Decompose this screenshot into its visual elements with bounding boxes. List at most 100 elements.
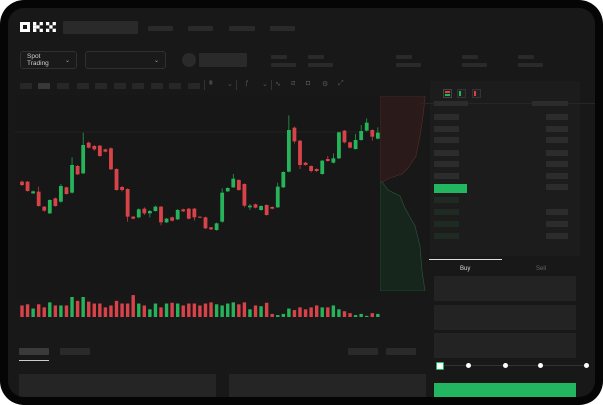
- candle-body: [181, 209, 186, 212]
- camera-icon[interactable]: ◘: [306, 80, 311, 87]
- interval-button[interactable]: [132, 83, 144, 89]
- nav-item[interactable]: [188, 26, 213, 31]
- ask-row-amount: [546, 150, 568, 156]
- nav-item[interactable]: [229, 26, 255, 31]
- candle-body: [103, 149, 108, 152]
- candle-body: [253, 204, 258, 208]
- volume-bar: [170, 302, 174, 317]
- volume-bar: [20, 305, 24, 317]
- ask-row-amount: [546, 173, 568, 179]
- candle-body: [314, 169, 319, 171]
- interval-button[interactable]: [77, 83, 89, 89]
- candle-body: [64, 187, 69, 194]
- orderbook-both-icon[interactable]: [443, 89, 452, 98]
- amount-slider[interactable]: [439, 365, 589, 366]
- buy-button[interactable]: [434, 383, 576, 397]
- interval-button[interactable]: [188, 83, 200, 89]
- indicator-icon[interactable]: ƒ: [245, 80, 249, 87]
- candles-icon[interactable]: ⩩: [209, 80, 213, 87]
- candle-body: [209, 227, 213, 230]
- candle-body: [248, 205, 252, 208]
- volume-bar: [103, 307, 108, 317]
- bid-row-amount: [546, 233, 568, 239]
- search-bar[interactable]: [63, 21, 138, 34]
- interval-button[interactable]: [95, 83, 107, 89]
- slider-step[interactable]: [466, 363, 471, 368]
- chevron-down-icon[interactable]: ⌄: [262, 81, 268, 88]
- total-input[interactable]: [434, 333, 576, 358]
- interval-button[interactable]: [57, 83, 69, 89]
- slider-handle[interactable]: [436, 362, 444, 370]
- tab-underline: [429, 259, 502, 260]
- volume-bar: [214, 304, 219, 317]
- tab-order-history[interactable]: [60, 348, 90, 355]
- amount-input[interactable]: [434, 305, 576, 330]
- ask-row-amount: [546, 161, 568, 167]
- candle-body: [359, 131, 364, 140]
- nav-item[interactable]: [270, 26, 295, 31]
- slider-step[interactable]: [584, 363, 589, 368]
- candle-body: [186, 208, 191, 219]
- settings-icon[interactable]: ⚙: [322, 81, 329, 88]
- candle-body: [114, 169, 119, 190]
- market-type-select[interactable]: Spot Trading ⌄: [20, 51, 77, 69]
- candle-body: [370, 130, 375, 137]
- candle-body: [270, 207, 275, 209]
- interval-button[interactable]: [151, 83, 163, 89]
- volume-bar: [376, 313, 380, 317]
- candle-body: [159, 206, 163, 223]
- orders-panel: [229, 374, 426, 397]
- pair-select[interactable]: ⌄: [85, 51, 166, 69]
- orderbook-header-amount: [532, 101, 568, 106]
- candle-body: [153, 206, 158, 211]
- volume-bar: [209, 302, 213, 317]
- candle-body: [242, 184, 247, 206]
- interval-button[interactable]: [38, 83, 50, 89]
- volume-bar: [353, 315, 358, 317]
- slider-step[interactable]: [538, 363, 543, 368]
- candle-body: [331, 158, 336, 163]
- chevron-down-icon[interactable]: ⌄: [227, 81, 233, 88]
- slider-step[interactable]: [503, 363, 508, 368]
- volume-bar: [81, 297, 85, 317]
- candle-body: [303, 162, 308, 165]
- candle-body: [198, 216, 202, 218]
- line-icon[interactable]: ∿: [275, 81, 281, 88]
- tab-underline: [19, 360, 49, 361]
- volume-bar: [370, 313, 374, 317]
- okx-logo: [20, 22, 56, 32]
- candle-body: [142, 208, 147, 214]
- interval-button[interactable]: [114, 83, 126, 89]
- pair-avatar: [182, 53, 196, 67]
- interval-button[interactable]: [20, 83, 32, 89]
- candle-body: [337, 132, 341, 159]
- candle-body: [275, 186, 280, 208]
- volume-bar: [298, 307, 302, 317]
- orderbook-asks-icon[interactable]: [472, 89, 481, 98]
- tab-buy[interactable]: Buy: [460, 266, 471, 272]
- tab-sell[interactable]: Sell: [536, 266, 547, 272]
- candle-body: [81, 145, 86, 174]
- volume-bar: [175, 303, 180, 317]
- orderbook-bids-icon[interactable]: [457, 89, 466, 98]
- filter-button[interactable]: [386, 348, 416, 355]
- candle-body: [97, 145, 102, 156]
- interval-button[interactable]: [169, 83, 181, 89]
- candlestick-chart[interactable]: [8, 8, 388, 338]
- fullscreen-icon[interactable]: ⤢: [338, 80, 344, 87]
- ruler-icon[interactable]: ⧄: [291, 80, 296, 87]
- volume-bar: [59, 305, 63, 317]
- price-input[interactable]: [434, 276, 576, 301]
- orders-panel: [19, 374, 216, 397]
- tab-open-orders[interactable]: [19, 348, 49, 355]
- nav-item[interactable]: [148, 26, 173, 31]
- volume-bar: [220, 305, 224, 317]
- last-price: [434, 184, 467, 193]
- volume-bar: [159, 307, 163, 317]
- chart-area[interactable]: [15, 95, 381, 298]
- filter-button[interactable]: [348, 348, 378, 355]
- volume-bar: [309, 307, 313, 317]
- volume-bar: [131, 295, 135, 317]
- bid-row-price: [434, 209, 459, 215]
- volume-bar: [125, 303, 130, 317]
